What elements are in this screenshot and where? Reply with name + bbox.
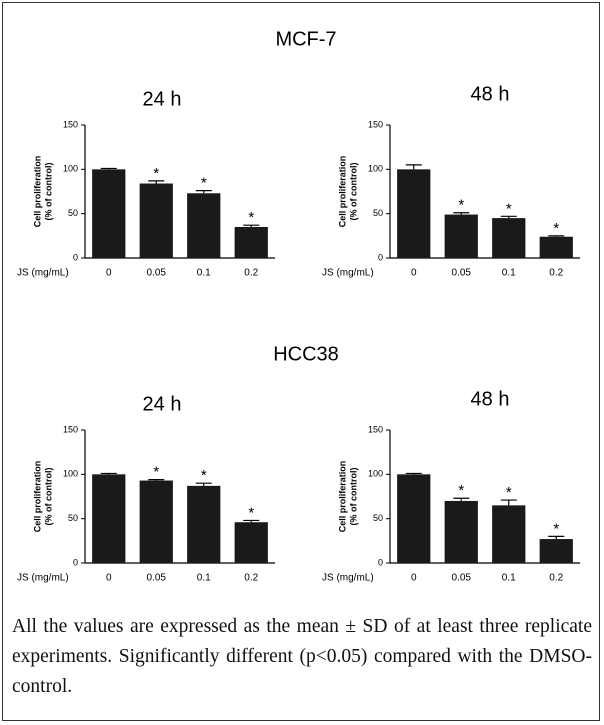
error-bar — [100, 472, 117, 475]
error-bar — [195, 482, 212, 486]
x-tick-label: 0.05 — [147, 573, 167, 584]
significance-mark: * — [506, 484, 512, 501]
x-tick-label: 0 — [106, 268, 112, 279]
bar — [234, 522, 268, 563]
error-bar — [243, 224, 260, 227]
error-bar — [500, 499, 517, 506]
error-bar — [195, 190, 212, 194]
error-bar — [148, 479, 165, 481]
bar — [492, 218, 526, 258]
y-tick-label: 150 — [368, 424, 383, 434]
significance-mark: * — [553, 220, 559, 237]
y-axis-label: (% of control) — [348, 468, 358, 526]
y-tick-label: 150 — [368, 119, 383, 129]
bar — [397, 169, 431, 258]
y-tick-label: 50 — [373, 208, 383, 218]
chart-title: 48 h — [471, 83, 510, 105]
y-axis-label: Cell proliferation — [32, 461, 42, 533]
chart-title: 24 h — [143, 393, 182, 415]
y-axis-label: (% of control) — [43, 163, 53, 221]
significance-mark: * — [458, 482, 464, 499]
y-tick-label: 100 — [63, 469, 78, 479]
section-title: MCF-7 — [275, 28, 336, 50]
chart-title: 48 h — [471, 388, 510, 410]
x-tick-label: 0.2 — [244, 268, 258, 279]
error-bar — [243, 519, 260, 523]
x-tick-label: 0.05 — [147, 268, 167, 279]
x-tick-label: 0 — [411, 573, 417, 584]
y-tick-label: 150 — [63, 119, 78, 129]
caption: All the values are expressed as the mean… — [12, 616, 592, 697]
significance-mark: * — [506, 200, 512, 217]
y-axis-label: Cell proliferation — [337, 156, 347, 228]
significance-mark: * — [248, 209, 254, 226]
bar — [539, 236, 573, 258]
x-tick-label: 0.2 — [549, 268, 563, 279]
y-axis-label: Cell proliferation — [32, 156, 42, 228]
significance-mark: * — [201, 467, 207, 484]
x-axis-label: JS (mg/mL) — [17, 268, 69, 279]
y-axis-label: (% of control) — [43, 468, 53, 526]
x-tick-label: 0.05 — [452, 573, 472, 584]
error-bar — [548, 235, 565, 237]
bar — [444, 214, 478, 258]
significance-mark: * — [201, 175, 207, 192]
y-axis-label: Cell proliferation — [337, 461, 347, 533]
bar — [187, 193, 221, 258]
bar — [92, 169, 126, 258]
x-tick-label: 0.1 — [197, 573, 211, 584]
x-tick-label: 0.2 — [244, 573, 258, 584]
y-axis-label: (% of control) — [348, 163, 358, 221]
error-bar — [453, 212, 470, 215]
error-bar — [548, 535, 565, 540]
x-tick-label: 0.1 — [502, 268, 516, 279]
bar — [92, 474, 126, 563]
y-tick-label: 50 — [68, 513, 78, 523]
y-tick-label: 0 — [378, 252, 383, 262]
bar — [492, 505, 526, 563]
x-tick-label: 0 — [106, 573, 112, 584]
x-axis-label: JS (mg/mL) — [322, 573, 374, 584]
y-tick-label: 50 — [373, 513, 383, 523]
x-tick-label: 0.1 — [502, 573, 516, 584]
bar — [397, 474, 431, 563]
y-tick-label: 100 — [368, 164, 383, 174]
y-tick-label: 50 — [68, 208, 78, 218]
x-axis-label: JS (mg/mL) — [17, 573, 69, 584]
error-bar — [500, 215, 517, 219]
y-tick-label: 100 — [63, 164, 78, 174]
error-bar — [405, 472, 422, 475]
bar — [444, 500, 478, 563]
bar — [139, 183, 173, 258]
y-tick-label: 0 — [378, 557, 383, 567]
significance-mark: * — [153, 464, 159, 481]
section-title: HCC38 — [273, 343, 339, 365]
significance-mark: * — [553, 520, 559, 537]
significance-mark: * — [153, 165, 159, 182]
y-tick-label: 0 — [73, 557, 78, 567]
bar — [139, 480, 173, 563]
y-tick-label: 150 — [63, 424, 78, 434]
x-tick-label: 0.05 — [452, 268, 472, 279]
significance-mark: * — [248, 504, 254, 521]
y-tick-label: 0 — [73, 252, 78, 262]
x-tick-label: 0 — [411, 268, 417, 279]
error-bar — [405, 164, 422, 170]
bar — [187, 485, 221, 563]
x-tick-label: 0.1 — [197, 268, 211, 279]
chart-title: 24 h — [143, 88, 182, 110]
x-axis-label: JS (mg/mL) — [322, 268, 374, 279]
x-tick-label: 0.2 — [549, 573, 563, 584]
y-tick-label: 100 — [368, 469, 383, 479]
significance-mark: * — [458, 197, 464, 214]
error-bar — [148, 180, 165, 184]
bar — [234, 226, 268, 258]
bar — [539, 539, 573, 563]
error-bar — [453, 497, 470, 501]
error-bar — [100, 167, 117, 170]
